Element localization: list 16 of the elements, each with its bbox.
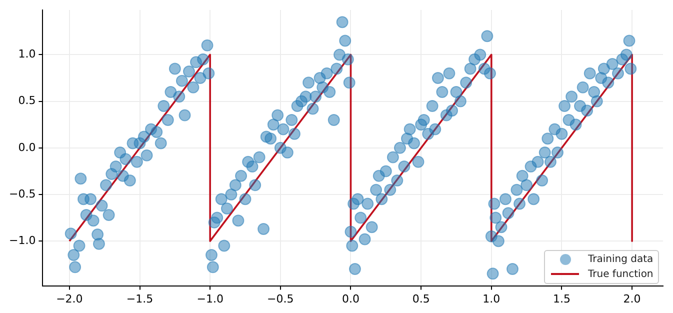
x-tick-label: 1.5 (552, 292, 570, 306)
x-tick-label: 0.5 (412, 292, 430, 306)
x-tick-label: −2.0 (56, 292, 83, 306)
y-tick-label: 1.0 (18, 48, 36, 61)
x-tick-label: −1.0 (196, 292, 224, 306)
x-tick-label: −1.5 (126, 292, 154, 306)
legend-label: Training data (588, 254, 654, 265)
y-tick-label: 0.5 (18, 94, 36, 108)
x-tick-label: 1.0 (482, 292, 500, 306)
x-tick-label: 2.0 (623, 292, 641, 306)
y-tick-label: 0.0 (18, 140, 36, 154)
y-tick-label: −0.5 (8, 187, 36, 200)
x-tick-label: 0.0 (342, 292, 360, 306)
legend-label: True function (588, 268, 654, 280)
y-tick-label: −1.0 (8, 234, 36, 247)
x-tick-label: −0.5 (267, 292, 294, 306)
